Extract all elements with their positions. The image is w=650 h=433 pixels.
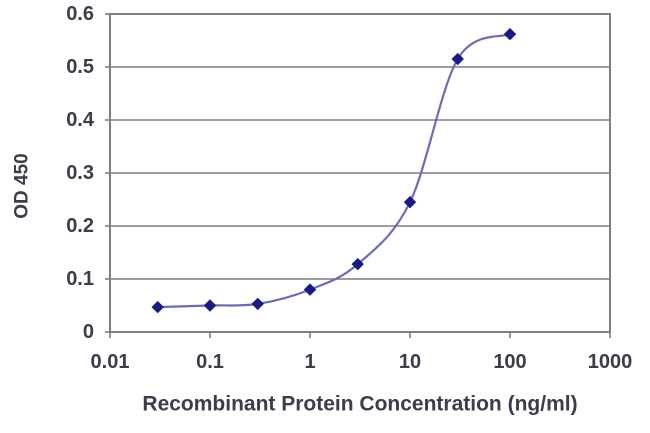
x-tick-label: 0.1 bbox=[196, 351, 224, 373]
data-point-marker bbox=[151, 300, 164, 314]
x-axis-title: Recombinant Protein Concentration (ng/ml… bbox=[142, 393, 577, 416]
data-point-marker bbox=[403, 195, 417, 209]
data-point-marker bbox=[203, 299, 217, 312]
y-tick-label: 0 bbox=[83, 321, 94, 343]
data-point-marker bbox=[503, 27, 517, 41]
data-point-marker bbox=[303, 283, 317, 296]
data-point-marker bbox=[451, 52, 464, 66]
x-tick-label: 1000 bbox=[588, 351, 633, 373]
y-tick-label: 0.1 bbox=[66, 268, 94, 290]
y-axis-title: OD 450 bbox=[12, 153, 33, 218]
y-tick-label: 0.3 bbox=[66, 162, 94, 184]
plot-frame bbox=[109, 13, 611, 333]
x-tick-label: 1 bbox=[304, 351, 315, 373]
y-tick-label: 0.6 bbox=[66, 3, 94, 25]
y-tick-label: 0.2 bbox=[66, 215, 94, 237]
y-tick-label: 0.4 bbox=[66, 109, 95, 131]
data-point-marker bbox=[351, 257, 364, 271]
x-tick-label: 10 bbox=[399, 351, 421, 373]
x-tick-label: 100 bbox=[493, 351, 526, 373]
data-point-marker bbox=[251, 297, 264, 311]
x-tick-label: 0.01 bbox=[91, 351, 130, 373]
y-tick-label: 0.5 bbox=[66, 56, 94, 78]
